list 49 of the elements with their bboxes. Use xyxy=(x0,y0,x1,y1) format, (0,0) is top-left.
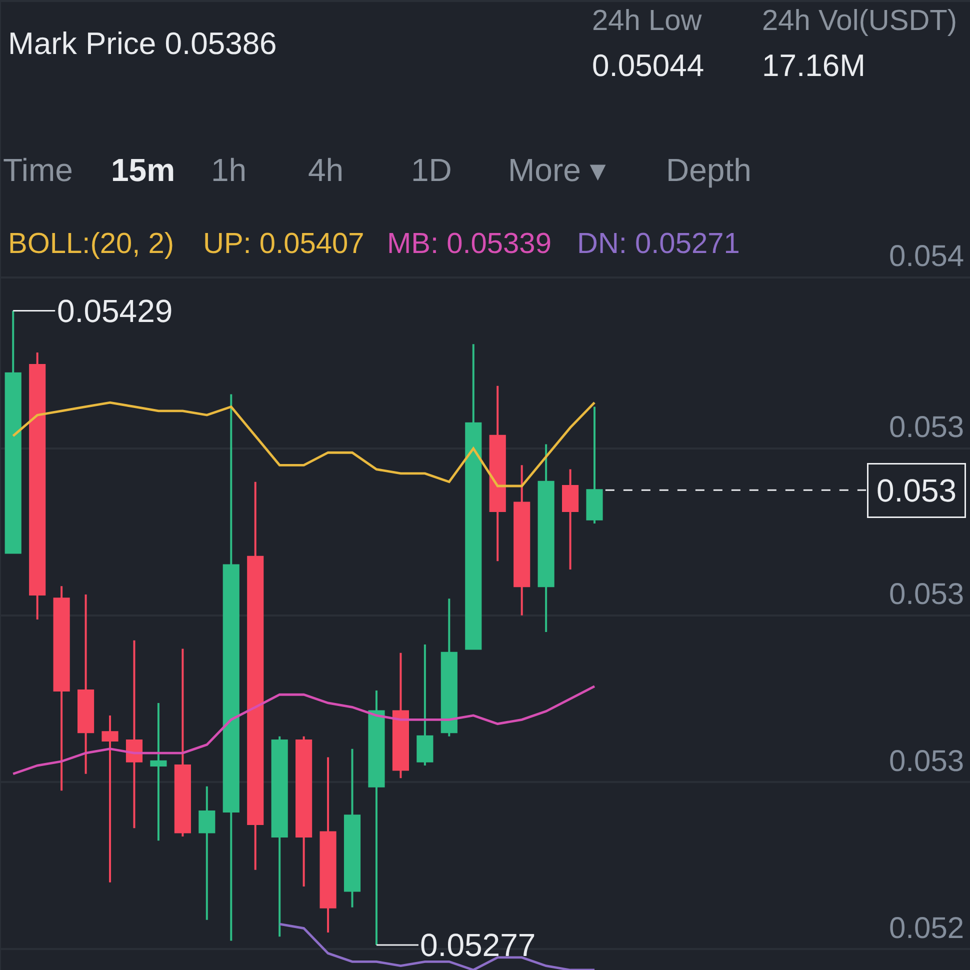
candlestick xyxy=(78,593,94,775)
candlestick xyxy=(368,689,385,946)
annotation: 0.053 xyxy=(876,472,957,508)
annotation: 17.16M xyxy=(762,48,866,83)
candlestick xyxy=(465,343,482,650)
candlestick xyxy=(538,443,554,634)
annotation: 0.054 xyxy=(889,240,964,273)
candlestick xyxy=(320,756,336,934)
annotation: 24h Low xyxy=(592,5,703,37)
candlestick xyxy=(247,480,264,871)
candlestick xyxy=(271,735,288,938)
candlestick xyxy=(514,464,530,616)
candlestick xyxy=(174,648,191,838)
candlestick xyxy=(29,351,46,621)
candlestick xyxy=(296,735,312,888)
annotation: 0.05429 xyxy=(57,293,173,329)
annotation: 4h xyxy=(308,152,344,188)
text: DN: 0.05271 xyxy=(577,228,740,260)
annotation: 1D xyxy=(411,152,452,188)
candlestick xyxy=(562,468,579,570)
candlestick xyxy=(416,644,434,767)
text: UP: 0.05407 xyxy=(203,228,364,260)
annotation: 24h Vol(USDT) xyxy=(762,5,958,37)
annotation: Depth xyxy=(666,152,752,188)
annotation: 0.053 xyxy=(889,745,964,778)
annotation: 0.053 xyxy=(889,411,964,444)
candlestick xyxy=(440,598,458,738)
candlestick xyxy=(102,714,118,884)
candlestick xyxy=(53,585,70,792)
annotation: 0.052 xyxy=(889,912,964,945)
annotation: 15m xyxy=(111,152,176,188)
annotation: Mark Price 0.05386 xyxy=(8,26,277,61)
candlestick xyxy=(344,748,361,908)
candlestick xyxy=(392,652,409,780)
annotation: 0.05277 xyxy=(420,927,536,963)
annotation: 0.05044 xyxy=(592,48,704,83)
text: MB: 0.05339 xyxy=(387,228,552,260)
annotation: Time xyxy=(3,152,73,188)
candlestick xyxy=(150,702,167,842)
annotation: More ▾ xyxy=(508,152,606,188)
candlestick xyxy=(222,393,240,942)
legend-title: BOLL:(20, 2) xyxy=(8,228,174,260)
annotation: 1h xyxy=(211,152,247,188)
annotation: 0.053 xyxy=(889,578,964,611)
candlestick xyxy=(4,310,22,554)
candlestick xyxy=(489,384,506,562)
candlestick xyxy=(126,639,143,830)
candlestick xyxy=(586,406,603,525)
candlestick xyxy=(198,785,216,921)
